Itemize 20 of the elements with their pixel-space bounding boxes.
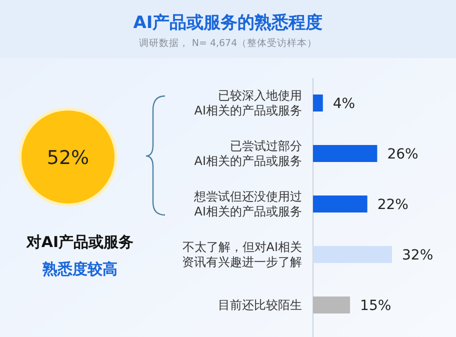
bar <box>313 145 378 162</box>
bar <box>313 196 368 212</box>
data-label: 26% <box>387 146 418 162</box>
data-label: 15% <box>360 298 392 314</box>
text: 调研数据， N= 4,674（整体受访样本） <box>138 37 318 49</box>
text: 熟悉度较高 <box>42 260 118 278</box>
y-tick-label: 目前还比较陌生 <box>218 298 302 312</box>
y-tick-label: 想尝试但还没使用过AI相关的产品或服务 <box>193 190 302 218</box>
text: 对AI产品或服务 <box>25 233 134 251</box>
bar <box>313 246 392 263</box>
y-tick-label: 不太了解，但对AI相关资讯有兴趣进一步了解 <box>182 240 302 269</box>
y-tick-label: 已较深入地使用AI相关的产品或服务 <box>194 88 302 118</box>
data-label: 4% <box>332 96 356 112</box>
data-label: 22% <box>377 197 408 213</box>
y-tick-label: 已尝试过部分AI相关的产品或服务 <box>194 139 302 168</box>
data-label: 32% <box>402 248 434 264</box>
bar <box>313 94 323 112</box>
text: 52% <box>46 147 90 169</box>
chart-title: AI产品或服务的熟悉程度 <box>133 13 323 33</box>
bar <box>313 296 350 314</box>
